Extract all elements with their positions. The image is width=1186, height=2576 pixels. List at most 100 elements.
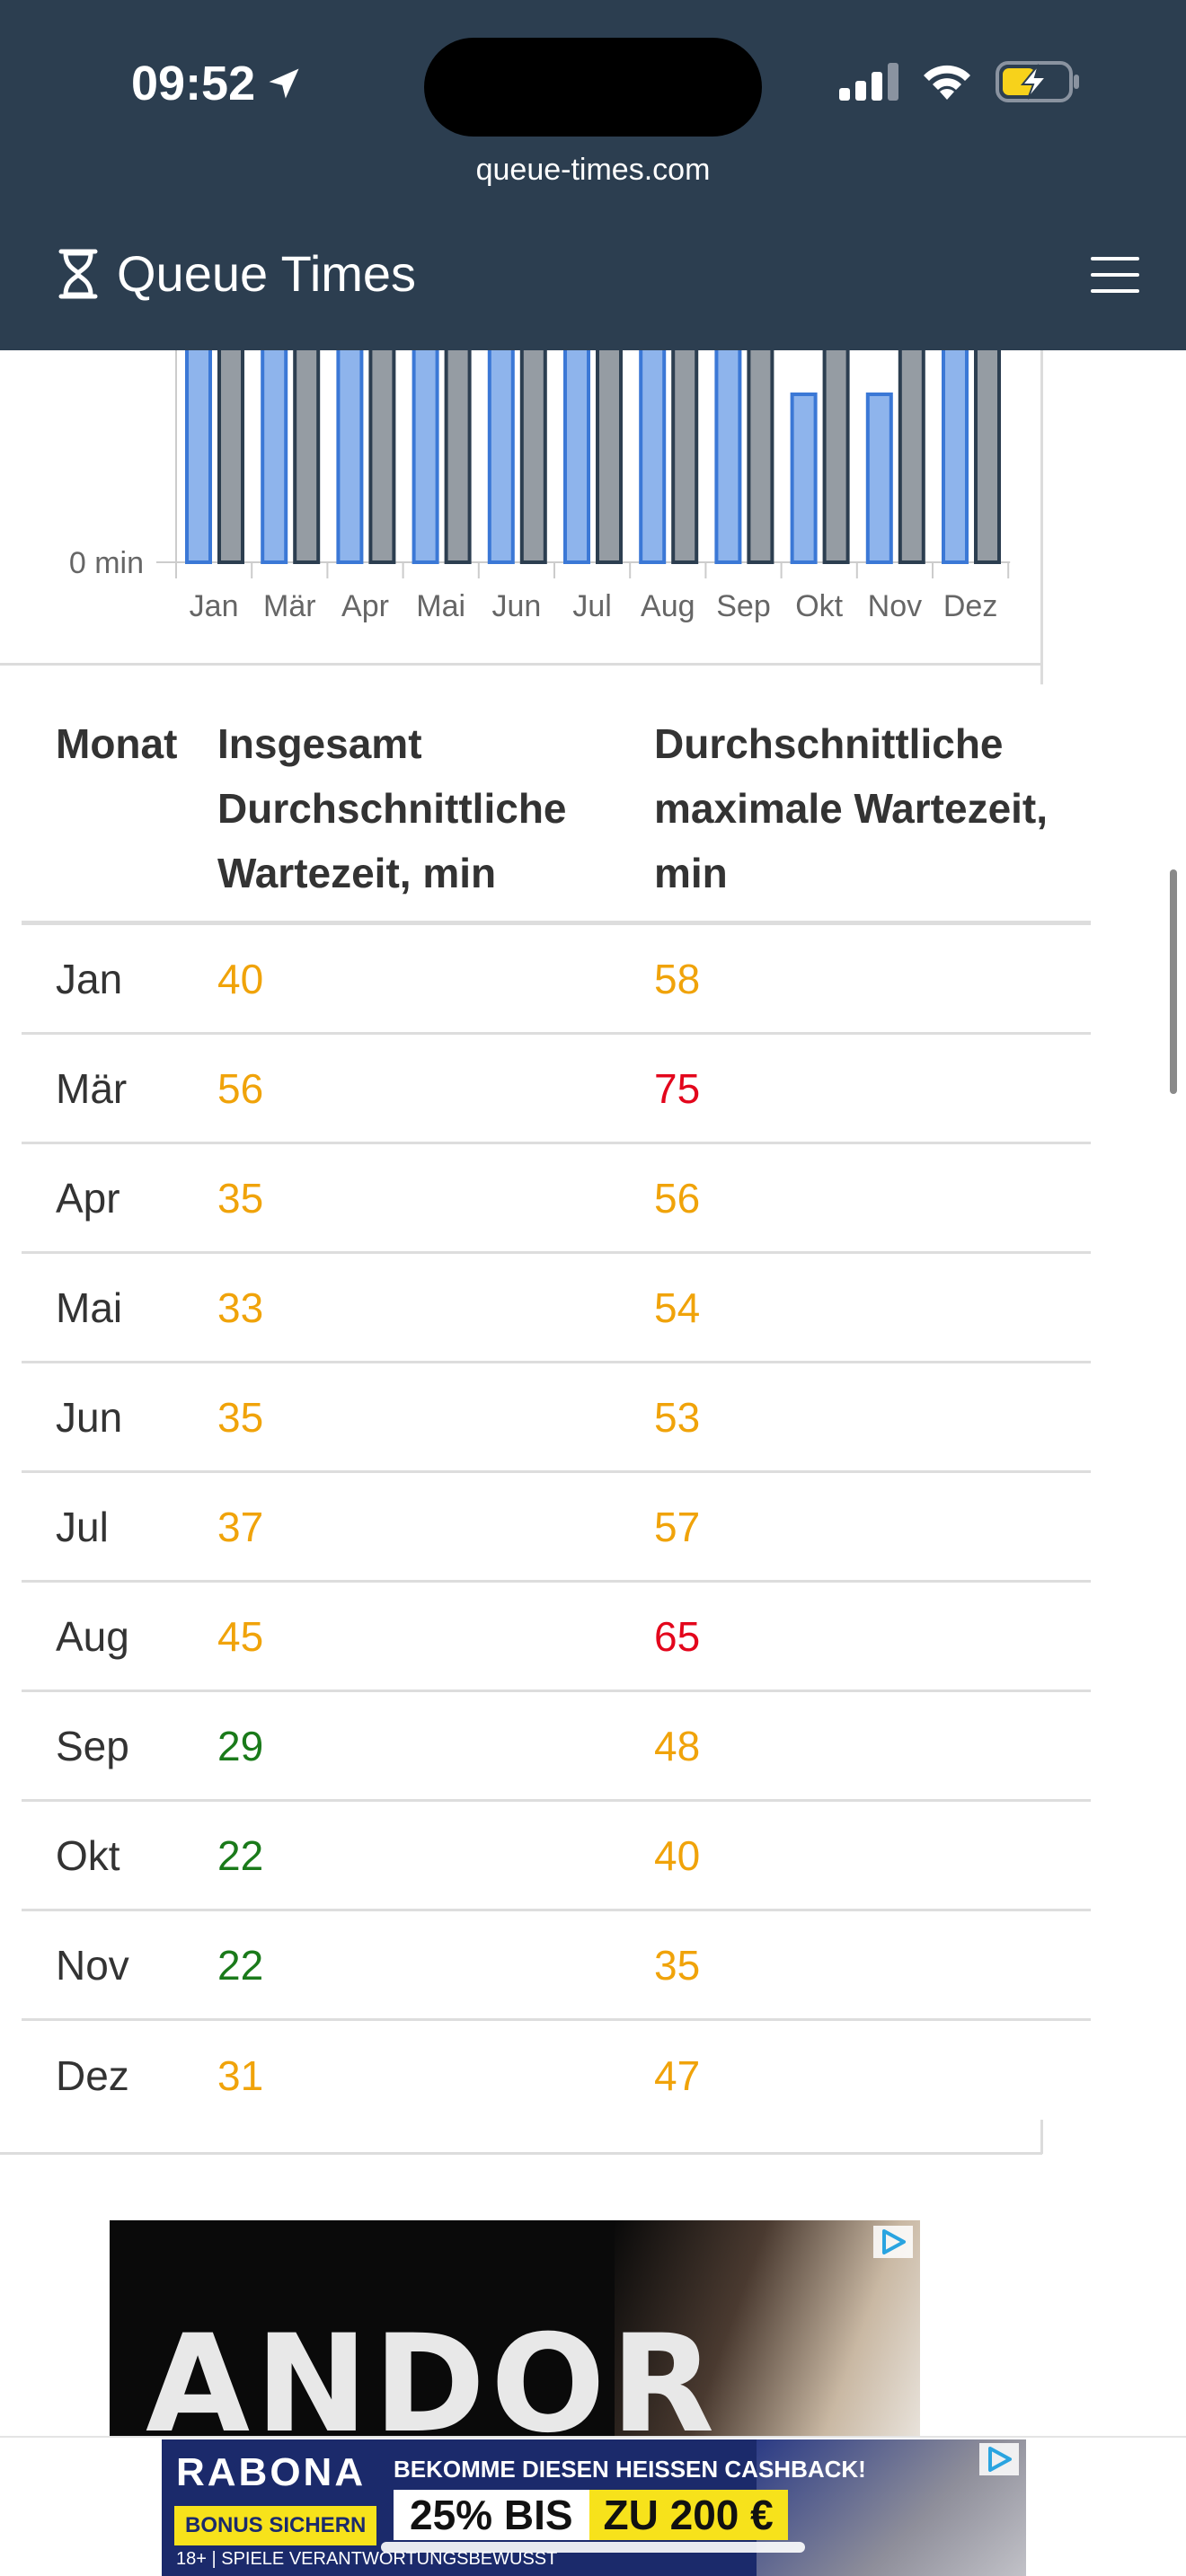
cell-avg: 35 (217, 1393, 264, 1441)
x-tick-label: Jul (572, 589, 611, 623)
table-row: Mär 56 75 (22, 1035, 1091, 1144)
bar-max[interactable] (822, 350, 850, 564)
cell-max: 56 (654, 1174, 701, 1222)
y-tick-label: 0 min (69, 546, 144, 580)
scroll-indicator[interactable] (1170, 869, 1177, 1094)
hourglass-icon (58, 249, 98, 298)
x-tick-label: Sep (716, 589, 771, 623)
cell-max: 47 (654, 2052, 701, 2099)
cell-month: Mär (56, 1064, 128, 1112)
table-row: Jun 35 53 (22, 1363, 1091, 1473)
signal-icon (839, 63, 898, 101)
table-row: Apr 35 56 (22, 1144, 1091, 1254)
site-brand[interactable]: Queue Times (58, 244, 416, 303)
cell-max: 75 (654, 1064, 701, 1112)
wait-times-table: Monat Insgesamt Durchschnittliche Wartez… (22, 702, 1091, 2130)
status-time-text: 09:52 (131, 57, 256, 110)
ad-banner-rabona[interactable]: RABONA BONUS SICHERN BEKOMME DIESEN HEIS… (162, 2439, 1026, 2576)
cell-month: Sep (56, 1722, 129, 1769)
x-tick-label: Mai (416, 589, 465, 623)
x-tick-label: Jun (491, 589, 541, 623)
x-tick-label: Okt (795, 589, 843, 623)
bar-max[interactable] (747, 350, 774, 564)
adchoices-icon[interactable] (873, 2226, 913, 2258)
home-indicator (381, 2542, 805, 2553)
ad2-offer: 25% BIS ZU 200 € (394, 2490, 788, 2540)
header-month: Monat (56, 720, 178, 767)
ad2-brand: RABONA (176, 2450, 367, 2494)
bar-max[interactable] (444, 350, 472, 564)
table-body: Jan 40 58 Mär 56 75 Apr 35 56 Mai 33 54 Jun 35 53 Jul 37… (22, 925, 1091, 2130)
cell-max: 35 (654, 1941, 701, 1989)
cell-avg: 31 (217, 2052, 264, 2099)
wifi-icon (924, 65, 970, 100)
status-time: 09:52 (131, 56, 304, 111)
url-bar[interactable]: queue-times.com (475, 153, 711, 187)
cell-month: Jan (56, 955, 123, 1002)
bar-max[interactable] (368, 350, 396, 564)
x-tick-label: Apr (341, 589, 389, 623)
monthly-wait-chart: 0 min Jan Mär Apr Mai Jun Jul Aug Sep Okt Nov Dez (0, 350, 1042, 665)
cell-avg: 45 (217, 1612, 264, 1660)
cell-max: 57 (654, 1503, 701, 1550)
hamburger-menu-icon[interactable] (1091, 257, 1139, 296)
chart-bottom-border (0, 663, 1042, 666)
ad-image (615, 2220, 920, 2436)
ad2-offer-amount: ZU 200 € (589, 2490, 788, 2540)
x-tick-label: Jan (190, 589, 239, 623)
bar-avg[interactable] (261, 350, 288, 564)
location-arrow-icon (269, 68, 299, 99)
table-right-border (1040, 2120, 1043, 2154)
dynamic-island (424, 38, 762, 137)
table-header: Monat Insgesamt Durchschnittliche Wartez… (22, 702, 1091, 925)
bar-avg[interactable] (714, 350, 742, 564)
ad-banner-andor[interactable]: ANDOR (110, 2220, 920, 2436)
cell-month: Jul (56, 1503, 109, 1550)
cell-avg: 56 (217, 1064, 264, 1112)
table-row: Jul 37 57 (22, 1473, 1091, 1583)
ad2-offer-percent: 25% BIS (394, 2490, 589, 2540)
x-tick-label: Mär (263, 589, 316, 623)
bar-max[interactable] (293, 350, 321, 564)
cell-avg: 40 (217, 955, 264, 1002)
table-row: Okt 22 40 (22, 1802, 1091, 1911)
cell-avg: 35 (217, 1174, 264, 1222)
x-tick-label: Nov (868, 589, 922, 623)
bar-max[interactable] (974, 350, 1001, 564)
table-bottom-border (0, 2152, 1042, 2155)
bar-avg[interactable] (865, 393, 893, 564)
bar-max[interactable] (519, 350, 547, 564)
cell-month: Dez (56, 2052, 129, 2099)
site-title: Queue Times (117, 245, 417, 302)
bar-max[interactable] (217, 350, 244, 564)
cell-avg: 22 (217, 1831, 264, 1879)
bar-max[interactable] (898, 350, 925, 564)
x-tick-label: Aug (641, 589, 695, 623)
header-max: Durchschnittliche maximale Wartezeit, mi… (654, 720, 1049, 896)
bar-avg[interactable] (942, 350, 969, 564)
status-icons (839, 61, 1080, 102)
ad2-bonus-button[interactable]: BONUS SICHERN (174, 2506, 377, 2545)
bar-max[interactable] (596, 350, 623, 564)
bar-avg[interactable] (639, 350, 667, 564)
x-tick-label: Dez (943, 589, 997, 623)
bar-avg[interactable] (185, 350, 212, 564)
bar-avg[interactable] (487, 350, 515, 564)
top-bar: 09:52 queue-times.com Queue Times (0, 0, 1186, 350)
bar-avg[interactable] (412, 350, 439, 564)
adchoices-icon-2[interactable] (979, 2443, 1019, 2475)
bar-max[interactable] (671, 350, 699, 564)
table-row: Aug 45 65 (22, 1583, 1091, 1692)
ad-title: ANDOR (146, 2307, 721, 2436)
bar-avg[interactable] (336, 350, 364, 564)
cell-month: Apr (56, 1174, 120, 1222)
ad2-headline: BEKOMME DIESEN HEISSEN CASHBACK! (394, 2456, 866, 2483)
bar-avg[interactable] (563, 350, 590, 564)
cell-month: Aug (56, 1612, 129, 1660)
bar-avg[interactable] (790, 393, 818, 564)
table-row: Mai 33 54 (22, 1254, 1091, 1363)
cell-max: 58 (654, 955, 701, 1002)
ad2-disclaimer: 18+ | SPIELE VERANTWORTUNGSBEWUSST (176, 2549, 558, 2569)
cell-avg: 29 (217, 1722, 264, 1769)
table-row: Sep 29 48 (22, 1692, 1091, 1802)
